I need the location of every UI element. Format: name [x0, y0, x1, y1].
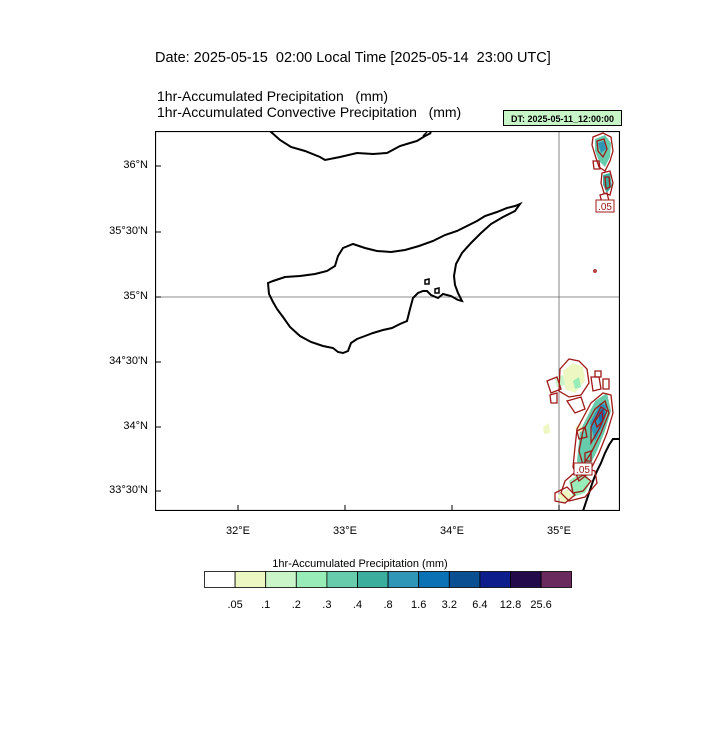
colorbar-label: 1.6: [411, 599, 427, 611]
colorbar-label: .3: [322, 599, 332, 611]
lat-label-34-30: 34°30'N: [109, 355, 148, 367]
islet-2: [434, 287, 440, 294]
lat-label-34: 34°N: [123, 420, 148, 432]
colorbar-swatch: [540, 571, 572, 588]
precip-contours: [546, 132, 614, 504]
dt-badge: DT: 2025-05-11_12:00:00: [503, 110, 622, 126]
colorbar-label: .2: [291, 599, 301, 611]
lat-label-36: 36°N: [123, 159, 148, 171]
colorbar-swatch: [479, 571, 511, 588]
contour-label-north: .05: [598, 202, 612, 213]
colorbar-label: 6.4: [472, 599, 488, 611]
lon-label-35: 35°E: [547, 525, 571, 537]
colorbar-label: 3.2: [441, 599, 457, 611]
date-title: Date: 2025-05-15 02:00 Local Time [2025-…: [155, 50, 551, 66]
colorbar-swatch: [295, 571, 328, 588]
colorbar-title: 1hr-Accumulated Precipitation (mm): [272, 558, 448, 570]
islet-1: [424, 278, 430, 285]
colorbar-label: 12.8: [499, 599, 522, 611]
colorbar-label: .05: [227, 599, 243, 611]
map-panel: .05 .05: [155, 131, 620, 511]
colorbar-swatch: [418, 571, 450, 588]
contour-label-south: .05: [576, 465, 590, 476]
precip-title: 1hr-Accumulated Precipitation (mm): [157, 88, 389, 104]
lat-label-35-30: 35°30'N: [109, 225, 148, 237]
colorbar-label: .1: [261, 599, 271, 611]
colorbar-swatch: [326, 571, 358, 588]
lon-label-32: 32°E: [226, 525, 250, 537]
cyprus-coastline: [266, 201, 523, 355]
colorbar-swatch: [357, 571, 389, 588]
lat-label-35: 35°N: [123, 290, 148, 302]
lat-label-33-30: 33°30'N: [109, 484, 148, 496]
convective-precip-title: 1hr-Accumulated Convective Precipitation…: [157, 104, 462, 120]
map-border: [155, 131, 620, 511]
levant-coastline: [582, 438, 620, 511]
turkey-coastline: [269, 131, 432, 162]
lon-label-34: 34°E: [440, 525, 464, 537]
colorbar-label: .8: [383, 599, 393, 611]
colorbar-swatch: [204, 571, 236, 588]
colorbar-swatch: [265, 571, 297, 588]
colorbar: [204, 571, 572, 588]
contour-labels: .05 .05: [573, 199, 615, 476]
colorbar-label: 25.6: [530, 599, 552, 611]
colorbar-label: .4: [352, 599, 363, 611]
colorbar-swatch: [510, 571, 542, 588]
colorbar-swatch: [234, 571, 267, 588]
colorbar-swatch: [448, 571, 481, 588]
lon-label-33: 33°E: [333, 525, 357, 537]
colorbar-swatch: [387, 571, 420, 588]
